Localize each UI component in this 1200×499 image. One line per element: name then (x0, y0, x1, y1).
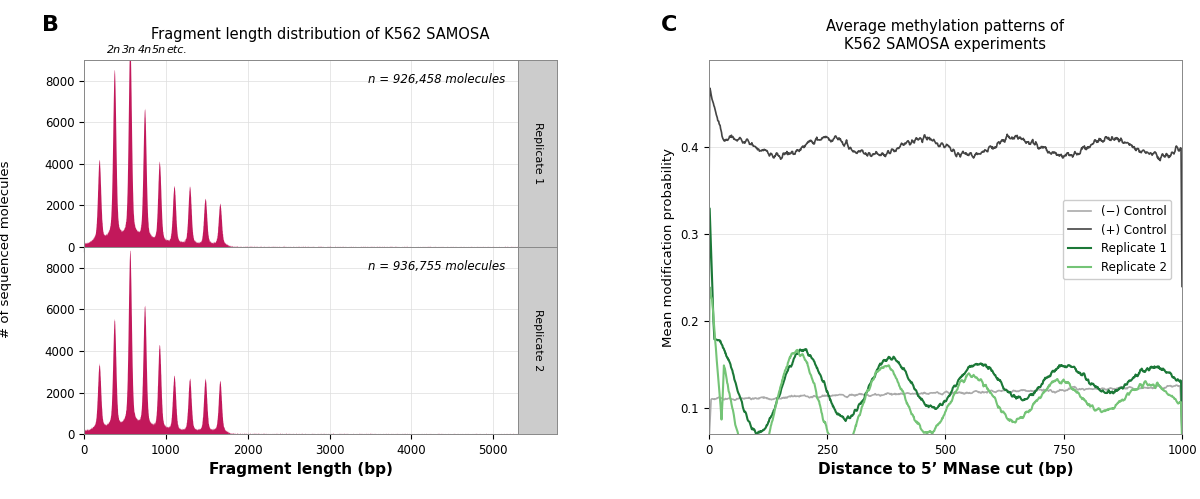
Text: 4n: 4n (138, 45, 151, 55)
(+) Control (1072, 151, 1086, 157)
Replicate 1 (750, 430, 764, 436)
(−) Control (1175, 427, 1189, 433)
(+) Control (893, 142, 907, 148)
Replicate 2 (702, 362, 716, 368)
Text: C: C (661, 15, 677, 35)
Replicate 1 (1080, 377, 1094, 383)
Text: Replicate 1: Replicate 1 (533, 122, 542, 185)
(−) Control (1169, 382, 1183, 388)
X-axis label: Fragment length (bp): Fragment length (bp) (209, 463, 392, 478)
Replicate 2 (745, 469, 760, 475)
Text: n = 926,458 molecules: n = 926,458 molecules (367, 73, 505, 86)
Text: etc.: etc. (166, 45, 187, 55)
Text: # of sequenced molecules: # of sequenced molecules (0, 161, 12, 338)
Replicate 2 (1072, 390, 1086, 396)
(+) Control (1027, 141, 1042, 147)
Replicate 1 (751, 430, 766, 436)
(−) Control (893, 391, 907, 397)
Text: Replicate 2: Replicate 2 (533, 309, 542, 372)
Replicate 1 (702, 312, 716, 318)
Replicate 2 (702, 284, 716, 290)
Text: B: B (42, 15, 59, 35)
Replicate 1 (894, 364, 908, 370)
Title: Average methylation patterns of
K562 SAMOSA experiments: Average methylation patterns of K562 SAM… (827, 19, 1064, 52)
Replicate 1 (1175, 424, 1189, 430)
Text: 5n: 5n (152, 45, 167, 55)
Line: Replicate 2: Replicate 2 (709, 287, 1182, 472)
(−) Control (702, 444, 716, 450)
(−) Control (1070, 387, 1085, 393)
Y-axis label: Mean modification probability: Mean modification probability (662, 148, 674, 346)
(+) Control (1080, 146, 1094, 152)
(−) Control (1079, 386, 1093, 392)
Replicate 2 (1027, 399, 1042, 405)
Replicate 1 (1027, 390, 1042, 396)
Replicate 1 (702, 206, 716, 212)
(+) Control (911, 136, 925, 142)
(+) Control (1175, 283, 1189, 289)
Legend: (−) Control, (+) Control, Replicate 1, Replicate 2: (−) Control, (+) Control, Replicate 1, R… (1063, 200, 1171, 279)
Text: Fragment length distribution of K562 SAMOSA: Fragment length distribution of K562 SAM… (151, 27, 490, 42)
Text: 3n: 3n (122, 45, 137, 55)
Line: (−) Control: (−) Control (709, 385, 1182, 447)
Replicate 1 (1072, 369, 1086, 375)
Text: 2n: 2n (107, 45, 121, 55)
Replicate 2 (1175, 437, 1189, 443)
X-axis label: Distance to 5’ MNase cut (bp): Distance to 5’ MNase cut (bp) (817, 463, 1073, 478)
(+) Control (702, 248, 716, 253)
Line: (+) Control: (+) Control (709, 88, 1182, 286)
Replicate 1 (911, 393, 925, 399)
(−) Control (910, 391, 924, 397)
(+) Control (750, 147, 764, 153)
Replicate 2 (911, 420, 925, 426)
Line: Replicate 1: Replicate 1 (709, 209, 1182, 433)
Text: n = 936,755 molecules: n = 936,755 molecules (367, 260, 505, 273)
Replicate 2 (751, 467, 766, 473)
(−) Control (750, 396, 764, 402)
(+) Control (702, 85, 716, 91)
(−) Control (1026, 388, 1040, 394)
Replicate 2 (894, 386, 908, 392)
Replicate 2 (1080, 401, 1094, 407)
